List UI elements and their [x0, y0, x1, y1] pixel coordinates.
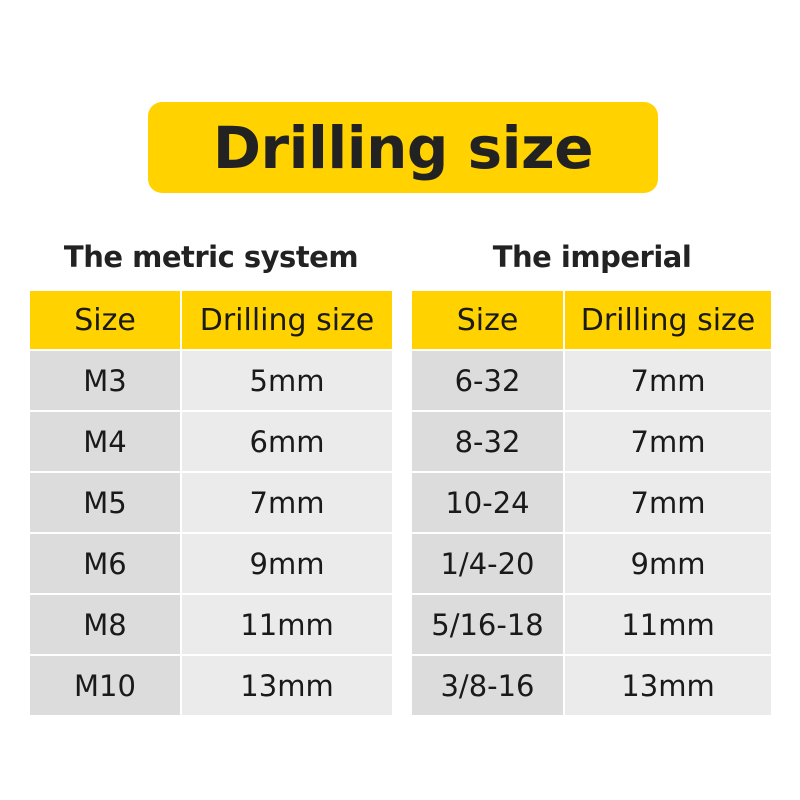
size-cell: M10 — [30, 656, 180, 715]
drilling-size-cell: 9mm — [182, 534, 392, 593]
table-row: 3/8-16 13mm — [412, 656, 771, 715]
table-header: Size Drilling size — [412, 291, 771, 349]
imperial-table: Size Drilling size 6-32 7mm 8-32 7mm 10-24 7mm… — [410, 289, 773, 717]
size-cell: 10-24 — [412, 473, 563, 532]
drilling-size-cell: 13mm — [182, 656, 392, 715]
drilling-size-cell: 7mm — [565, 473, 771, 532]
size-cell: 5/16-18 — [412, 595, 563, 654]
header-size: Size — [30, 291, 180, 349]
drilling-size-cell: 7mm — [565, 351, 771, 410]
size-cell: 6-32 — [412, 351, 563, 410]
page-title: Drilling size — [212, 113, 594, 182]
drilling-size-cell: 7mm — [565, 412, 771, 471]
table-row: 5/16-18 11mm — [412, 595, 771, 654]
table-row: 6-32 7mm — [412, 351, 771, 410]
header-drilling-size: Drilling size — [565, 291, 771, 349]
header-size: Size — [412, 291, 563, 349]
drilling-size-cell: 7mm — [182, 473, 392, 532]
table-row: M4 6mm — [30, 412, 392, 471]
table-row: M10 13mm — [30, 656, 392, 715]
table-row: M6 9mm — [30, 534, 392, 593]
table-row: M3 5mm — [30, 351, 392, 410]
table-row: M8 11mm — [30, 595, 392, 654]
table-row: 10-24 7mm — [412, 473, 771, 532]
header-drilling-size: Drilling size — [182, 291, 392, 349]
drilling-size-cell: 6mm — [182, 412, 392, 471]
drilling-size-cell: 9mm — [565, 534, 771, 593]
drilling-size-cell: 13mm — [565, 656, 771, 715]
size-cell: M8 — [30, 595, 180, 654]
size-cell: M6 — [30, 534, 180, 593]
metric-caption: The metric system — [63, 240, 359, 274]
table-header: Size Drilling size — [30, 291, 392, 349]
table-row: M5 7mm — [30, 473, 392, 532]
drilling-size-cell: 11mm — [182, 595, 392, 654]
metric-table: Size Drilling size M3 5mm M4 6mm M5 7mm M6 9mm M8… — [28, 289, 394, 717]
table-row: 8-32 7mm — [412, 412, 771, 471]
drilling-size-cell: 5mm — [182, 351, 392, 410]
imperial-caption: The imperial — [492, 240, 692, 274]
size-cell: 3/8-16 — [412, 656, 563, 715]
size-cell: M5 — [30, 473, 180, 532]
size-cell: 8-32 — [412, 412, 563, 471]
size-cell: 1/4-20 — [412, 534, 563, 593]
table-row: 1/4-20 9mm — [412, 534, 771, 593]
size-cell: M4 — [30, 412, 180, 471]
size-cell: M3 — [30, 351, 180, 410]
title-banner: Drilling size — [148, 102, 658, 193]
drilling-size-cell: 11mm — [565, 595, 771, 654]
